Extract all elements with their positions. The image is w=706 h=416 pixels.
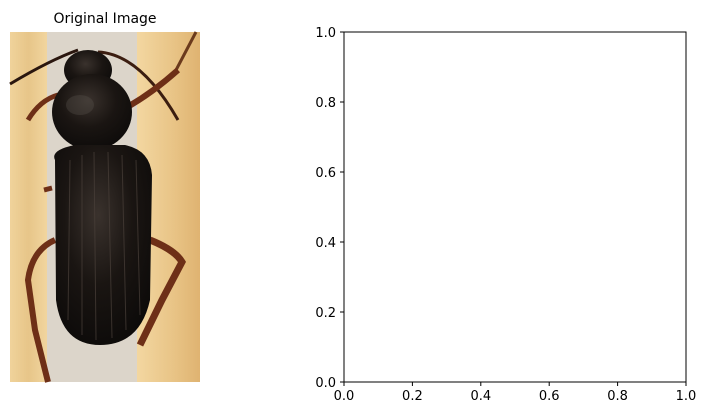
y-tick-label: 1.0: [315, 26, 336, 41]
x-tick-label: 0.4: [470, 389, 491, 404]
image-title: Original Image: [53, 11, 156, 27]
x-tick-label: 0.6: [539, 389, 560, 404]
beetle-image: [9, 31, 200, 383]
x-tick-label: 1.0: [676, 389, 697, 404]
x-tick-labels: 0.0 0.2 0.4 0.6 0.8 1.0: [334, 389, 697, 404]
y-tick-label: 0.6: [315, 166, 336, 181]
y-tick-label: 0.2: [315, 306, 336, 321]
x-tick-label: 0.0: [334, 389, 355, 404]
y-tick-label: 0.4: [315, 236, 336, 251]
plot-area: [343, 31, 687, 383]
x-tick-label: 0.8: [607, 389, 628, 404]
y-tick-label: 0.0: [315, 376, 336, 391]
y-tick-labels: 0.0 0.2 0.4 0.6 0.8 1.0: [315, 26, 336, 391]
y-tick-label: 0.8: [315, 96, 336, 111]
x-tick-label: 0.2: [402, 389, 423, 404]
ticks-layer: [340, 31, 687, 386]
empty-axes: 0.0 0.2 0.4 0.6 0.8 1.0 0.0 0.2 0.4 0.6 0.8 1.0: [315, 26, 696, 404]
